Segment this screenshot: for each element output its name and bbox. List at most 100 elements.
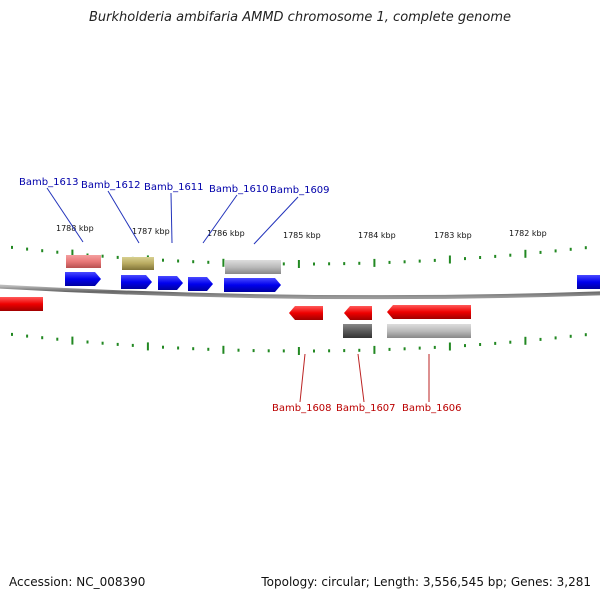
feature-block-pink	[66, 255, 101, 268]
gene-arrow-edge-left[interactable]	[0, 297, 43, 311]
minor-tick-mark	[252, 349, 255, 353]
major-tick-mark	[297, 260, 300, 268]
gene-label-bamb-1611[interactable]: Bamb_1611	[144, 182, 204, 193]
minor-tick-mark	[26, 334, 29, 338]
minor-tick-mark	[358, 348, 361, 352]
major-tick-mark	[448, 255, 451, 264]
gene-arrow-bamb-1612[interactable]	[121, 275, 152, 289]
leader-line-bamb-1607	[357, 353, 365, 403]
gene-arrow-bamb-1610[interactable]	[188, 277, 213, 291]
minor-tick-mark	[494, 254, 497, 258]
gene-arrow-bamb-1608[interactable]	[289, 306, 323, 320]
gene-label-bamb-1608[interactable]: Bamb_1608	[272, 403, 332, 414]
major-tick-mark	[524, 336, 527, 345]
minor-tick-mark	[41, 336, 44, 340]
gene-label-bamb-1613[interactable]: Bamb_1613	[19, 177, 79, 188]
gene-label-bamb-1606[interactable]: Bamb_1606	[402, 403, 462, 414]
minor-tick-mark	[464, 257, 466, 261]
reverse-gene-labels: Bamb_1608 Bamb_1607 Bamb_1606	[272, 353, 462, 414]
gene-arrow-bamb-1607[interactable]	[344, 306, 372, 320]
reverse-genes	[0, 297, 471, 320]
minor-tick-mark	[388, 347, 391, 351]
minor-tick-mark	[207, 347, 210, 351]
minor-tick-mark	[418, 346, 421, 350]
lower-features	[343, 324, 471, 338]
major-tick-mark	[71, 336, 74, 345]
gene-label-bamb-1612[interactable]: Bamb_1612	[81, 180, 141, 191]
minor-tick-mark	[569, 247, 572, 251]
minor-tick-mark	[403, 260, 406, 264]
gene-label-bamb-1609[interactable]: Bamb_1609	[270, 185, 330, 196]
gene-arrow-edge-right[interactable]	[577, 275, 600, 289]
feature-block-dark	[343, 324, 372, 338]
minor-tick-mark	[101, 254, 104, 258]
upper-tick-ring	[11, 245, 587, 268]
leader-line-bamb-1610	[202, 194, 238, 244]
minor-tick-mark	[418, 259, 421, 263]
gene-arrow-bamb-1611[interactable]	[158, 276, 183, 290]
minor-tick-mark	[282, 262, 285, 266]
leader-line-bamb-1608	[299, 353, 306, 403]
minor-tick-mark	[267, 349, 270, 353]
minor-tick-mark	[26, 247, 29, 251]
minor-tick-mark	[539, 250, 542, 254]
gene-label-bamb-1607[interactable]: Bamb_1607	[336, 403, 396, 414]
minor-tick-mark	[433, 258, 436, 262]
minor-tick-mark	[192, 347, 195, 351]
minor-tick-mark	[116, 255, 119, 259]
minor-tick-mark	[554, 336, 557, 340]
gene-arrow-bamb-1613[interactable]	[65, 272, 101, 286]
minor-tick-mark	[479, 256, 482, 259]
gene-arrow-bamb-1606[interactable]	[387, 305, 471, 319]
tick-label-1783: 1783 kbp	[434, 231, 472, 240]
minor-tick-mark	[101, 341, 104, 345]
minor-tick-mark	[116, 342, 119, 346]
minor-tick-mark	[479, 343, 482, 346]
major-tick-mark	[146, 342, 149, 351]
major-tick-mark	[373, 258, 376, 267]
minor-tick-mark	[328, 349, 331, 353]
tick-label-1786: 1786 kbp	[207, 229, 245, 238]
minor-tick-mark	[192, 260, 195, 264]
minor-tick-mark	[554, 249, 557, 253]
forward-gene-labels: Bamb_1613 Bamb_1612 Bamb_1611 Bamb_1610 …	[19, 177, 330, 245]
minor-tick-mark	[11, 245, 13, 249]
minor-tick-mark	[86, 340, 89, 344]
feature-block-olive	[122, 257, 154, 270]
forward-genes	[65, 272, 600, 292]
tick-label-1782: 1782 kbp	[509, 229, 547, 238]
minor-tick-mark	[358, 261, 361, 265]
map-title: Burkholderia ambifaria AMMD chromosome 1…	[88, 10, 512, 25]
major-tick-mark	[222, 345, 225, 354]
minor-tick-mark	[207, 260, 210, 264]
minor-tick-mark	[162, 258, 164, 262]
major-tick-mark	[448, 342, 451, 351]
minor-tick-mark	[509, 253, 512, 257]
gene-label-bamb-1610[interactable]: Bamb_1610	[209, 184, 269, 195]
major-tick-mark	[71, 249, 74, 258]
major-tick-mark	[373, 345, 376, 354]
minor-tick-mark	[343, 349, 346, 353]
gene-arrow-bamb-1609[interactable]	[224, 278, 281, 292]
minor-tick-mark	[131, 343, 134, 347]
minor-tick-mark	[11, 332, 13, 336]
minor-tick-mark	[177, 259, 180, 263]
minor-tick-mark	[403, 347, 406, 351]
tick-label-1785: 1785 kbp	[283, 231, 321, 240]
minor-tick-mark	[177, 346, 180, 350]
leader-line-bamb-1613	[46, 187, 84, 243]
minor-tick-mark	[313, 262, 315, 266]
genome-info-text: Topology: circular; Length: 3,556,545 bp…	[261, 575, 591, 589]
minor-tick-mark	[433, 345, 436, 349]
upper-features	[66, 255, 281, 274]
leader-line-bamb-1611	[170, 192, 173, 244]
feature-block-grey-lower	[387, 324, 471, 338]
major-tick-mark	[222, 258, 225, 267]
leader-line-bamb-1609	[253, 196, 299, 245]
tick-label-1788: 1788 kbp	[56, 224, 94, 233]
tick-label-1787: 1787 kbp	[132, 227, 170, 236]
minor-tick-mark	[509, 340, 512, 344]
minor-tick-mark	[584, 246, 587, 250]
chromosome-backbone	[0, 284, 600, 300]
